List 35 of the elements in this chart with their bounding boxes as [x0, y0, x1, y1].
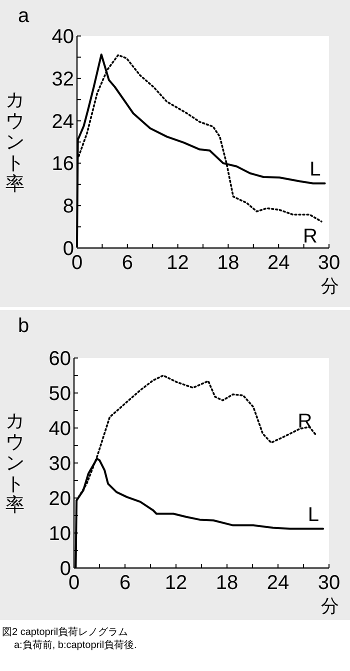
y-tick-label: 20	[48, 488, 71, 510]
y-tick-label: 0	[60, 558, 71, 580]
y-axis-title: カウント率	[6, 411, 24, 516]
x-tick-label: 24	[267, 252, 290, 274]
y-tick-label: 24	[52, 110, 74, 133]
y-tick-label: 60	[48, 348, 71, 370]
x-tick-label: 12	[166, 252, 189, 274]
series-label: R	[302, 226, 318, 248]
x-axis-title: 分	[321, 276, 339, 296]
x-tick-label: 24	[266, 572, 290, 594]
y-tick-label: 10	[48, 523, 71, 545]
x-tick-label: 18	[216, 572, 238, 594]
caption: 図2 captopril負荷レノグラム	[2, 626, 128, 638]
text: a:負荷前, b:captopril負荷後.	[14, 639, 137, 651]
x-tick-label: 12	[164, 572, 188, 594]
y-tick-label: 30	[48, 453, 71, 475]
y-tick-label: 40	[52, 26, 74, 48]
x-tick-label: 18	[217, 252, 240, 274]
series-label: L	[308, 504, 320, 526]
x-axis-title: 分	[321, 596, 339, 616]
x-tick-label: 6	[122, 252, 133, 274]
chart-title: b	[18, 315, 30, 337]
y-tick-label: 16	[52, 153, 74, 176]
y-tick-label: 40	[48, 418, 71, 440]
series-label: L	[310, 158, 321, 180]
y-tick-label: 50	[48, 383, 71, 405]
series-label: R	[298, 410, 312, 432]
x-tick-label: 30	[318, 572, 340, 594]
y-tick-label: 32	[52, 68, 74, 90]
chart-title: a	[18, 5, 30, 27]
y-tick-label: 8	[62, 196, 74, 218]
y-tick-label: 0	[62, 238, 74, 260]
x-tick-label: 6	[119, 572, 131, 594]
x-tick-label: 30	[318, 252, 340, 274]
y-axis-title: カウント率	[6, 90, 24, 195]
